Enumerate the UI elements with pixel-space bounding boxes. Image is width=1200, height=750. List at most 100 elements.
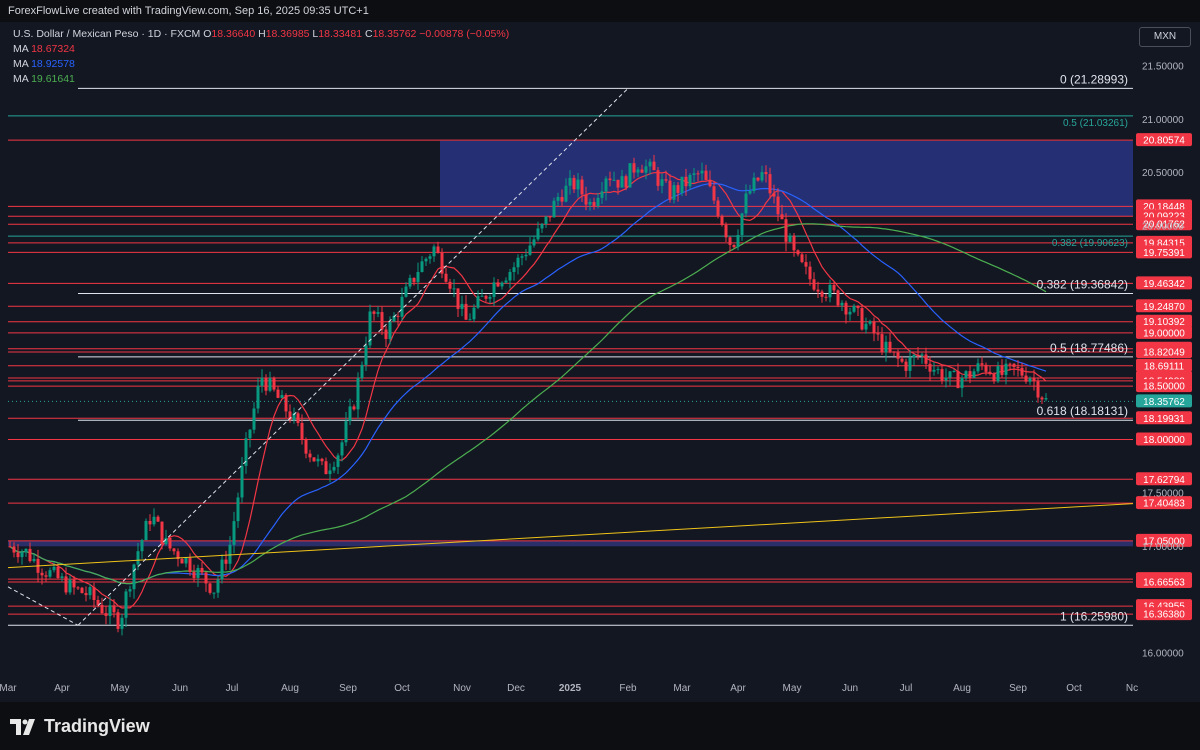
price-tag xyxy=(1136,299,1192,313)
candle-body xyxy=(376,312,380,314)
candle-body xyxy=(668,180,672,200)
candle-body xyxy=(476,296,480,308)
candle-body xyxy=(16,552,20,558)
brand-name: TradingView xyxy=(44,716,150,736)
candle-body xyxy=(600,191,604,198)
price-tag xyxy=(1136,411,1192,425)
candle-body xyxy=(860,308,864,330)
candle-body xyxy=(40,572,44,576)
candle-body xyxy=(692,173,696,175)
candle-body xyxy=(584,194,588,205)
fib-label: 0.382 (19.36842) xyxy=(1037,277,1128,291)
currency-button[interactable]: MXN xyxy=(1139,27,1191,47)
candle-body xyxy=(740,213,744,236)
candle-body xyxy=(120,617,124,629)
candle-body xyxy=(528,245,532,255)
candle-body xyxy=(84,593,88,596)
candle-body xyxy=(392,315,396,322)
candle-body xyxy=(904,361,908,371)
candle-body xyxy=(308,453,312,458)
price-tag-label: 19.24870 xyxy=(1143,302,1185,313)
candle-body xyxy=(788,235,792,242)
candle-body xyxy=(716,200,720,216)
close-value: 18.35762 xyxy=(372,28,417,40)
fibonacci-labels-layer: 0 (21.28993) 0.382 (19.36842) 0.5 (18.7748… xyxy=(1037,72,1128,623)
ma-row-2[interactable]: MA 18.92578 xyxy=(13,57,509,72)
candle-body xyxy=(368,311,372,346)
candle-body xyxy=(112,605,116,613)
candle-body xyxy=(1008,363,1012,365)
candle-body xyxy=(264,377,268,391)
candle-body xyxy=(504,280,508,283)
moving-averages-layer xyxy=(9,171,1047,609)
low-value: 18.33481 xyxy=(318,28,363,40)
candle-body xyxy=(164,537,168,545)
price-tag xyxy=(1136,496,1192,510)
time-axis-tick: Aug xyxy=(953,683,971,694)
credit-bar: ForexFlowLive created with TradingView.c… xyxy=(0,0,1200,22)
candle-body xyxy=(44,575,48,577)
candle-body xyxy=(796,250,800,255)
ma-row-3[interactable]: MA 19.61641 xyxy=(13,72,509,87)
candle-body xyxy=(68,579,72,593)
ma-row-1[interactable]: MA 18.67324 xyxy=(13,42,509,57)
candle-body xyxy=(1000,366,1004,375)
candle-body xyxy=(968,371,972,378)
price-chart[interactable]: 0 (21.28993) 0.382 (19.36842) 0.5 (18.7748… xyxy=(0,0,1200,702)
candle-body xyxy=(8,546,12,548)
candle-body xyxy=(580,179,584,195)
candle-body xyxy=(876,333,880,335)
candle-body xyxy=(480,295,484,297)
candle-body xyxy=(608,178,612,181)
candle-body xyxy=(932,369,936,372)
candle-body xyxy=(936,369,940,371)
low-label: L xyxy=(312,28,319,40)
candle-body xyxy=(540,224,544,229)
candle-body xyxy=(588,201,592,205)
candle-body xyxy=(348,406,352,422)
candle-body xyxy=(1044,398,1048,400)
candle-body xyxy=(132,564,136,590)
candle-body xyxy=(752,177,756,191)
price-axis-tick: 16.00000 xyxy=(1142,649,1184,660)
candle-body xyxy=(96,600,100,605)
price-tag xyxy=(1136,325,1192,339)
candle-body xyxy=(628,163,632,188)
resistance-zone xyxy=(440,140,1133,217)
chart-legend: U.S. Dollar / Mexican Peso · 1D · FXCM O… xyxy=(13,27,509,87)
candle-body xyxy=(996,366,1000,382)
candle-body xyxy=(204,572,208,584)
open-value: 18.36640 xyxy=(211,28,256,40)
candle-body xyxy=(248,429,252,439)
candle-body xyxy=(484,295,488,299)
candle-body xyxy=(384,329,388,340)
time-axis-tick: Sep xyxy=(339,683,357,694)
candle-body xyxy=(828,284,832,298)
candles-layer xyxy=(8,154,1048,636)
time-axis-tick: Mar xyxy=(0,683,17,694)
candle-body xyxy=(700,170,704,174)
candle-body xyxy=(596,197,600,207)
price-tag-label: 18.82049 xyxy=(1143,347,1185,358)
candle-body xyxy=(792,235,796,251)
candle-body xyxy=(892,351,896,353)
price-tag xyxy=(1136,133,1192,147)
candle-body xyxy=(488,296,492,299)
candle-body xyxy=(276,389,280,398)
candle-body xyxy=(220,559,224,580)
fib-label-secondary: 0.382 (19.90623) xyxy=(1052,238,1128,249)
price-tag xyxy=(1136,344,1192,358)
symbol-title[interactable]: U.S. Dollar / Mexican Peso · 1D · FXCM xyxy=(13,28,201,40)
candle-body xyxy=(768,174,772,194)
candle-body xyxy=(508,272,512,281)
candle-body xyxy=(1020,367,1024,376)
price-tag xyxy=(1136,245,1192,259)
candle-body xyxy=(1012,363,1016,368)
candle-body xyxy=(324,461,328,475)
time-axis-tick: Oct xyxy=(394,683,410,694)
tradingview-logo[interactable]: TradingView xyxy=(10,716,150,737)
candle-body xyxy=(436,246,440,253)
candle-body xyxy=(712,186,716,201)
candle-body xyxy=(976,363,980,372)
